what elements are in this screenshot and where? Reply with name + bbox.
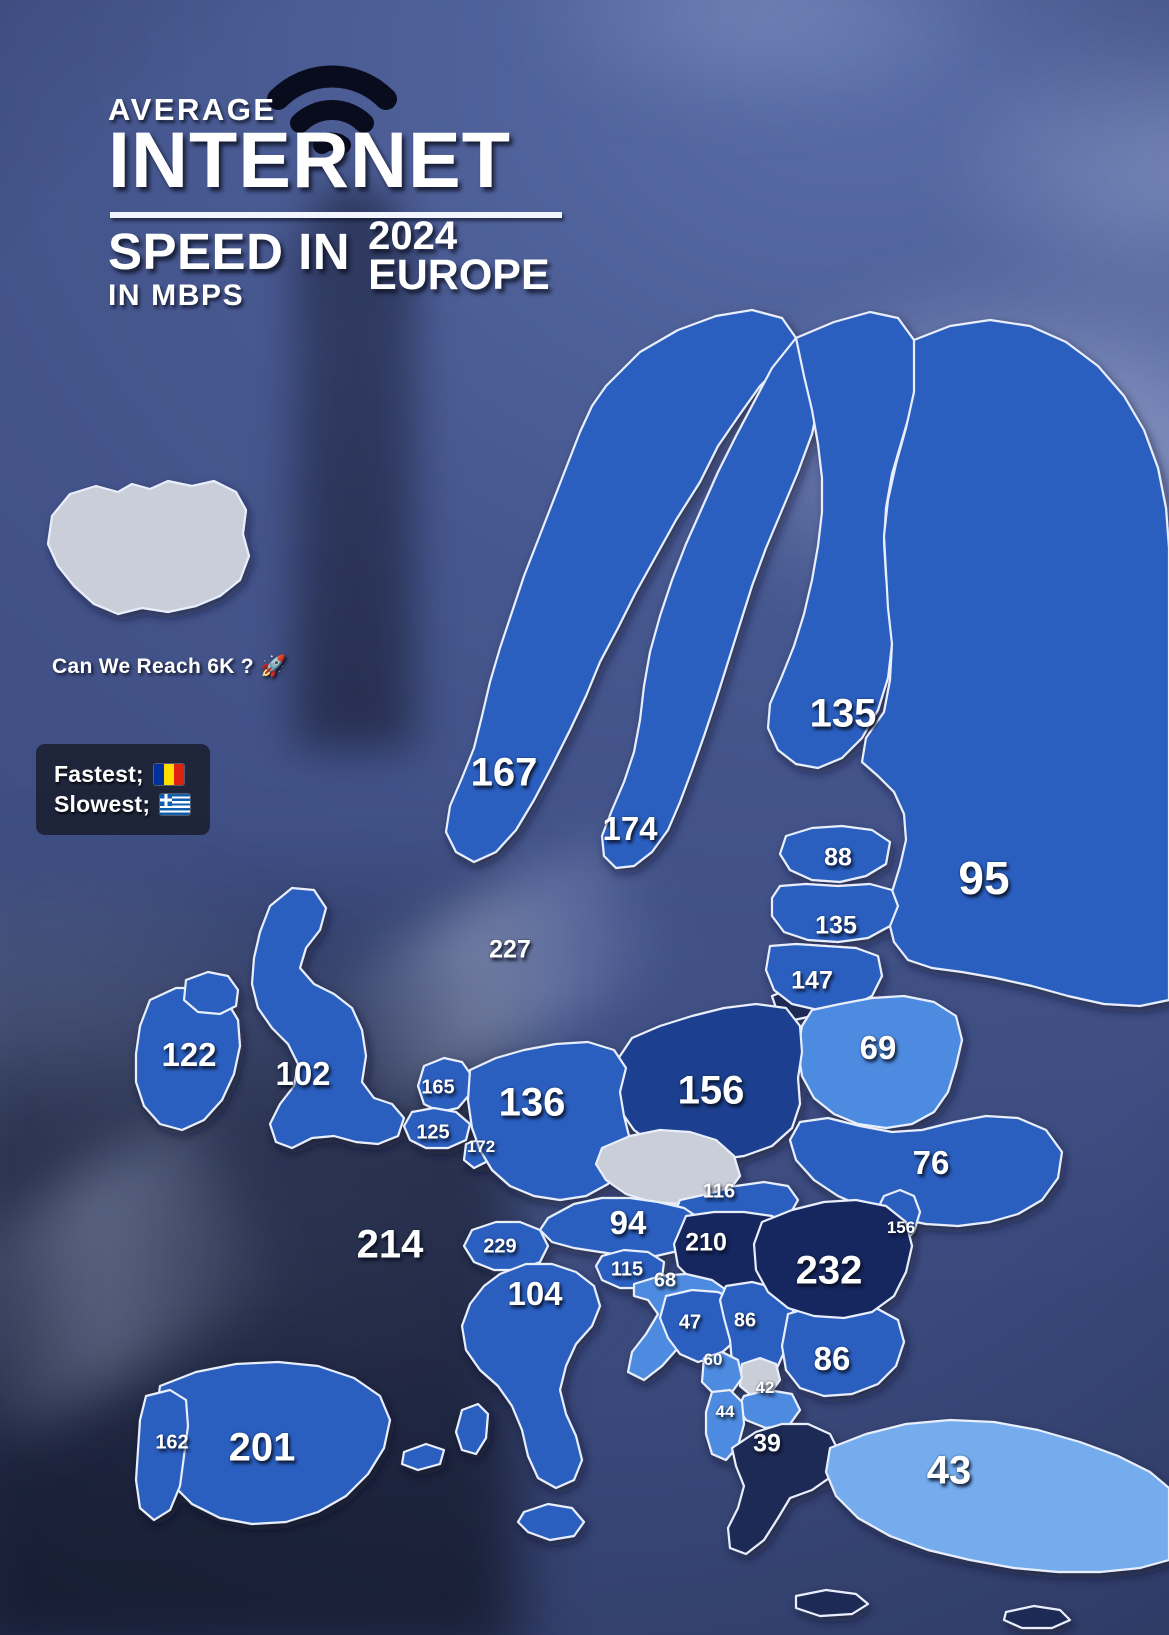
country-value-austria: 94 xyxy=(609,1204,647,1241)
country-value-portugal: 162 xyxy=(155,1431,189,1454)
country-value-belarus: 69 xyxy=(859,1029,897,1066)
country-turkey xyxy=(826,1420,1169,1572)
country-kosovo xyxy=(740,1358,780,1396)
country-sweden xyxy=(602,338,820,868)
country-sardinia xyxy=(456,1404,488,1454)
country-portugal xyxy=(136,1390,188,1520)
title-divider xyxy=(110,211,562,218)
country-value-moldova: 156 xyxy=(886,1218,916,1237)
country-value-albania: 44 xyxy=(715,1402,735,1421)
country-value-united-kingdom: 102 xyxy=(275,1055,331,1092)
flag-romania-icon xyxy=(153,764,184,785)
reach-callout: Can We Reach 6K ? 🚀 xyxy=(52,655,286,679)
country-crete xyxy=(796,1590,868,1616)
country-italy xyxy=(462,1264,600,1488)
country-montenegro xyxy=(702,1352,742,1394)
country-value-croatia: 68 xyxy=(653,1269,677,1292)
country-russia xyxy=(862,320,1169,1006)
country-value-germany: 136 xyxy=(498,1080,566,1125)
country-value-bosnia-and-herzegovina: 47 xyxy=(678,1311,702,1334)
country-value-hungary: 210 xyxy=(685,1228,727,1257)
country-value-slovakia: 116 xyxy=(702,1180,736,1203)
title-eyebrow: AVERAGE xyxy=(108,92,277,127)
country-value-north-macedonia: 42 xyxy=(755,1378,775,1397)
country-value-luxembourg: 172 xyxy=(466,1137,496,1156)
country-sicily xyxy=(518,1504,584,1540)
country-balearic-islands xyxy=(402,1444,444,1470)
country-value-romania: 232 xyxy=(795,1248,863,1293)
country-iceland xyxy=(48,481,249,614)
legend-box: Fastest; Slowest; xyxy=(36,744,211,835)
big-ben-tower-blur xyxy=(295,230,415,750)
country-value-switzerland: 229 xyxy=(483,1235,517,1258)
country-netherlands xyxy=(418,1058,472,1112)
country-value-netherlands: 165 xyxy=(421,1076,455,1099)
country-value-italy: 104 xyxy=(507,1275,563,1312)
infographic-title-block: AVERAGE INTERNET SPEED IN IN MBPS 2024 E… xyxy=(108,92,562,313)
flag-greece-icon xyxy=(160,794,191,815)
page-title: INTERNET xyxy=(108,115,511,204)
country-switzerland xyxy=(464,1222,548,1270)
country-belarus xyxy=(798,996,962,1128)
country-value-spain: 201 xyxy=(228,1425,296,1470)
country-value-latvia: 135 xyxy=(815,911,857,940)
rocket-icon: 🚀 xyxy=(259,655,287,678)
country-value-greece: 39 xyxy=(753,1429,781,1458)
legend-row-slowest: Slowest; xyxy=(54,791,191,818)
country-value-ireland: 122 xyxy=(161,1036,217,1073)
country-value-estonia: 88 xyxy=(824,843,852,872)
wifi-icon xyxy=(262,55,402,160)
country-value-montenegro: 60 xyxy=(703,1350,723,1369)
country-value-france: 214 xyxy=(356,1222,424,1267)
country-romania xyxy=(754,1200,912,1318)
country-value-belgium: 125 xyxy=(416,1121,450,1144)
country-value-ukraine: 76 xyxy=(912,1144,950,1181)
country-estonia xyxy=(780,826,890,882)
country-lithuania xyxy=(766,944,882,1010)
country-belgium xyxy=(404,1108,470,1148)
country-cyprus xyxy=(1004,1606,1070,1628)
country-value-poland: 156 xyxy=(677,1068,745,1113)
legend-row-fastest: Fastest; xyxy=(54,761,190,788)
country-value-russia: 95 xyxy=(958,852,1010,904)
country-value-finland: 135 xyxy=(809,691,877,736)
legend-fastest-label: Fastest; xyxy=(54,761,144,787)
country-value-denmark: 227 xyxy=(489,935,531,964)
country-value-slovenia: 115 xyxy=(610,1258,644,1281)
country-value-bulgaria: 86 xyxy=(813,1340,851,1377)
country-value-turkey: 43 xyxy=(926,1448,972,1493)
title-unit-line: IN MBPS xyxy=(108,278,245,312)
reach-callout-text: Can We Reach 6K ? xyxy=(52,655,254,678)
country-northern-ireland xyxy=(184,972,238,1014)
country-value-serbia: 86 xyxy=(733,1309,757,1332)
country-value-norway: 167 xyxy=(470,750,538,795)
title-speed-line: SPEED IN xyxy=(108,222,351,280)
title-region: EUROPE xyxy=(368,251,550,300)
country-ukraine xyxy=(790,1116,1062,1226)
country-united-kingdom xyxy=(252,888,404,1148)
legend-slowest-label: Slowest; xyxy=(54,791,151,817)
country-value-sweden: 174 xyxy=(602,810,658,847)
title-year: 2024 xyxy=(368,213,458,258)
country-value-lithuania: 147 xyxy=(791,966,833,995)
country-greece xyxy=(728,1424,840,1554)
country-latvia xyxy=(772,884,898,942)
